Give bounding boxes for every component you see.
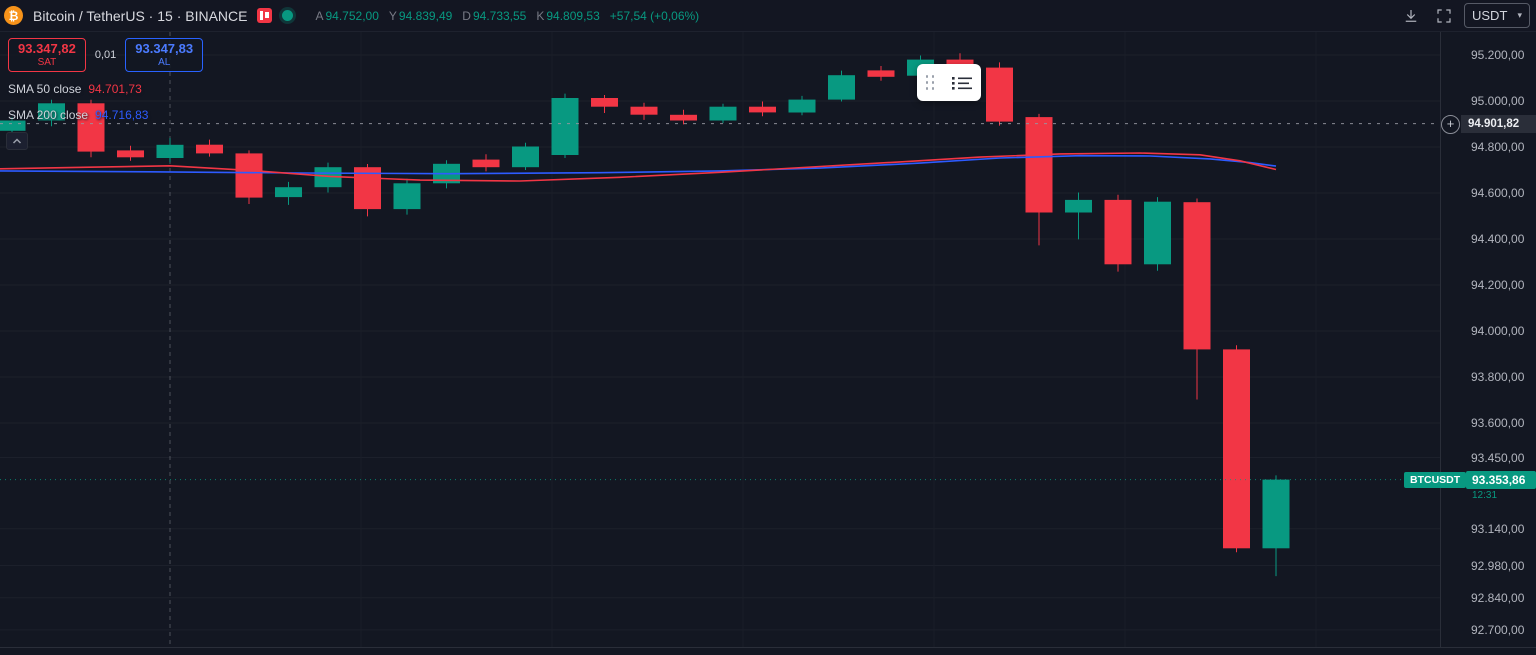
sell-label: SAT xyxy=(37,56,57,68)
list-lines-icon xyxy=(952,76,972,90)
price-axis-label: 94.000,00 xyxy=(1471,324,1525,338)
last-price-symbol-tag: BTCUSDT xyxy=(1404,471,1467,488)
price-axis-label: 93.450,00 xyxy=(1471,450,1525,465)
price-axis-label: 92.840,00 xyxy=(1471,590,1525,605)
sell-price: 93.347,82 xyxy=(18,41,76,56)
indicator-value: 94.716,83 xyxy=(95,108,149,122)
indicator-name: SMA 200 close xyxy=(8,108,89,122)
chart-canvas[interactable] xyxy=(0,32,1440,655)
widget-menu-button[interactable] xyxy=(943,64,981,101)
fullscreen-icon[interactable] xyxy=(1431,3,1457,29)
spread-value: 0,01 xyxy=(94,49,117,62)
price-axis-label: 93.800,00 xyxy=(1471,370,1525,384)
indicator-value: 94.701,73 xyxy=(88,82,142,96)
ohlc-readout: A 94.752,00 Y 94.839,49 D 94.733,55 K 94.809… xyxy=(315,9,699,23)
last-price-badge: 93.353,86 12:31 xyxy=(1466,470,1536,502)
download-icon[interactable] xyxy=(1398,3,1424,29)
buy-button[interactable]: 93.347,83 AL xyxy=(125,38,204,73)
indicator-legend-sma50[interactable]: SMA 50 close 94.701,73 xyxy=(8,82,142,96)
price-axis-label: 95.200,00 xyxy=(1471,48,1525,62)
time-axis[interactable] xyxy=(0,647,1536,655)
price-axis-label: 95.000,00 xyxy=(1471,94,1525,108)
price-line-label: 94.901,82 xyxy=(1461,114,1536,133)
buy-label: AL xyxy=(158,56,171,68)
price-axis-label: 93.140,00 xyxy=(1471,521,1525,536)
legend-collapse-button[interactable] xyxy=(6,132,28,150)
buy-price: 93.347,83 xyxy=(135,41,194,56)
price-axis-label: 94.600,00 xyxy=(1471,186,1525,200)
widget-drag-handle[interactable] xyxy=(917,64,943,101)
red-flag-icon[interactable] xyxy=(257,8,273,23)
price-axis-label: 92.700,00 xyxy=(1471,622,1525,637)
ohlc-high: Y 94.839,49 xyxy=(388,8,453,23)
indicator-legend-sma200[interactable]: SMA 200 close 94.716,83 xyxy=(8,108,148,122)
price-axis-label: 92.980,00 xyxy=(1471,558,1525,573)
bitcoin-logo-icon: ₿ xyxy=(4,6,23,25)
ohlc-open: A 94.752,00 xyxy=(315,8,379,23)
floating-toolbar xyxy=(917,64,981,101)
currency-dropdown-value: USDT xyxy=(1472,8,1508,23)
trade-panel: 93.347,82 SAT 0,01 93.347,83 AL xyxy=(8,38,204,73)
symbol-title[interactable]: Bitcoin / TetherUS · 15 · BINANCE xyxy=(33,7,248,24)
indicator-name: SMA 50 close xyxy=(8,82,82,96)
last-price-value: 93.353,86 xyxy=(1466,470,1536,489)
bar-countdown: 12:31 xyxy=(1472,489,1498,501)
sell-button[interactable]: 93.347,82 SAT xyxy=(8,38,86,73)
topbar: ₿ Bitcoin / TetherUS · 15 · BINANCE A 94.… xyxy=(0,0,1536,32)
drag-dots-icon xyxy=(925,75,935,90)
price-line-plus-icon[interactable]: + xyxy=(1441,114,1460,134)
price-axis-label: 94.200,00 xyxy=(1471,278,1525,292)
chevron-down-icon: ▾ xyxy=(1517,10,1522,20)
currency-dropdown[interactable]: USDT ▾ xyxy=(1464,3,1530,28)
ohlc-close: K 94.809,53 xyxy=(536,8,600,23)
price-change: +57,54 (+0,06%) xyxy=(609,8,700,23)
market-status-icon[interactable] xyxy=(282,10,294,21)
price-axis-label: 94.800,00 xyxy=(1471,140,1525,154)
price-axis-label: 94.400,00 xyxy=(1471,232,1525,246)
price-axis-label: 93.600,00 xyxy=(1471,416,1525,430)
price-axis[interactable]: 95.200,00 95.000,00 94.800,00 94.600,00 94.4… xyxy=(1440,32,1536,655)
ohlc-low: D 94.733,55 xyxy=(462,8,527,23)
